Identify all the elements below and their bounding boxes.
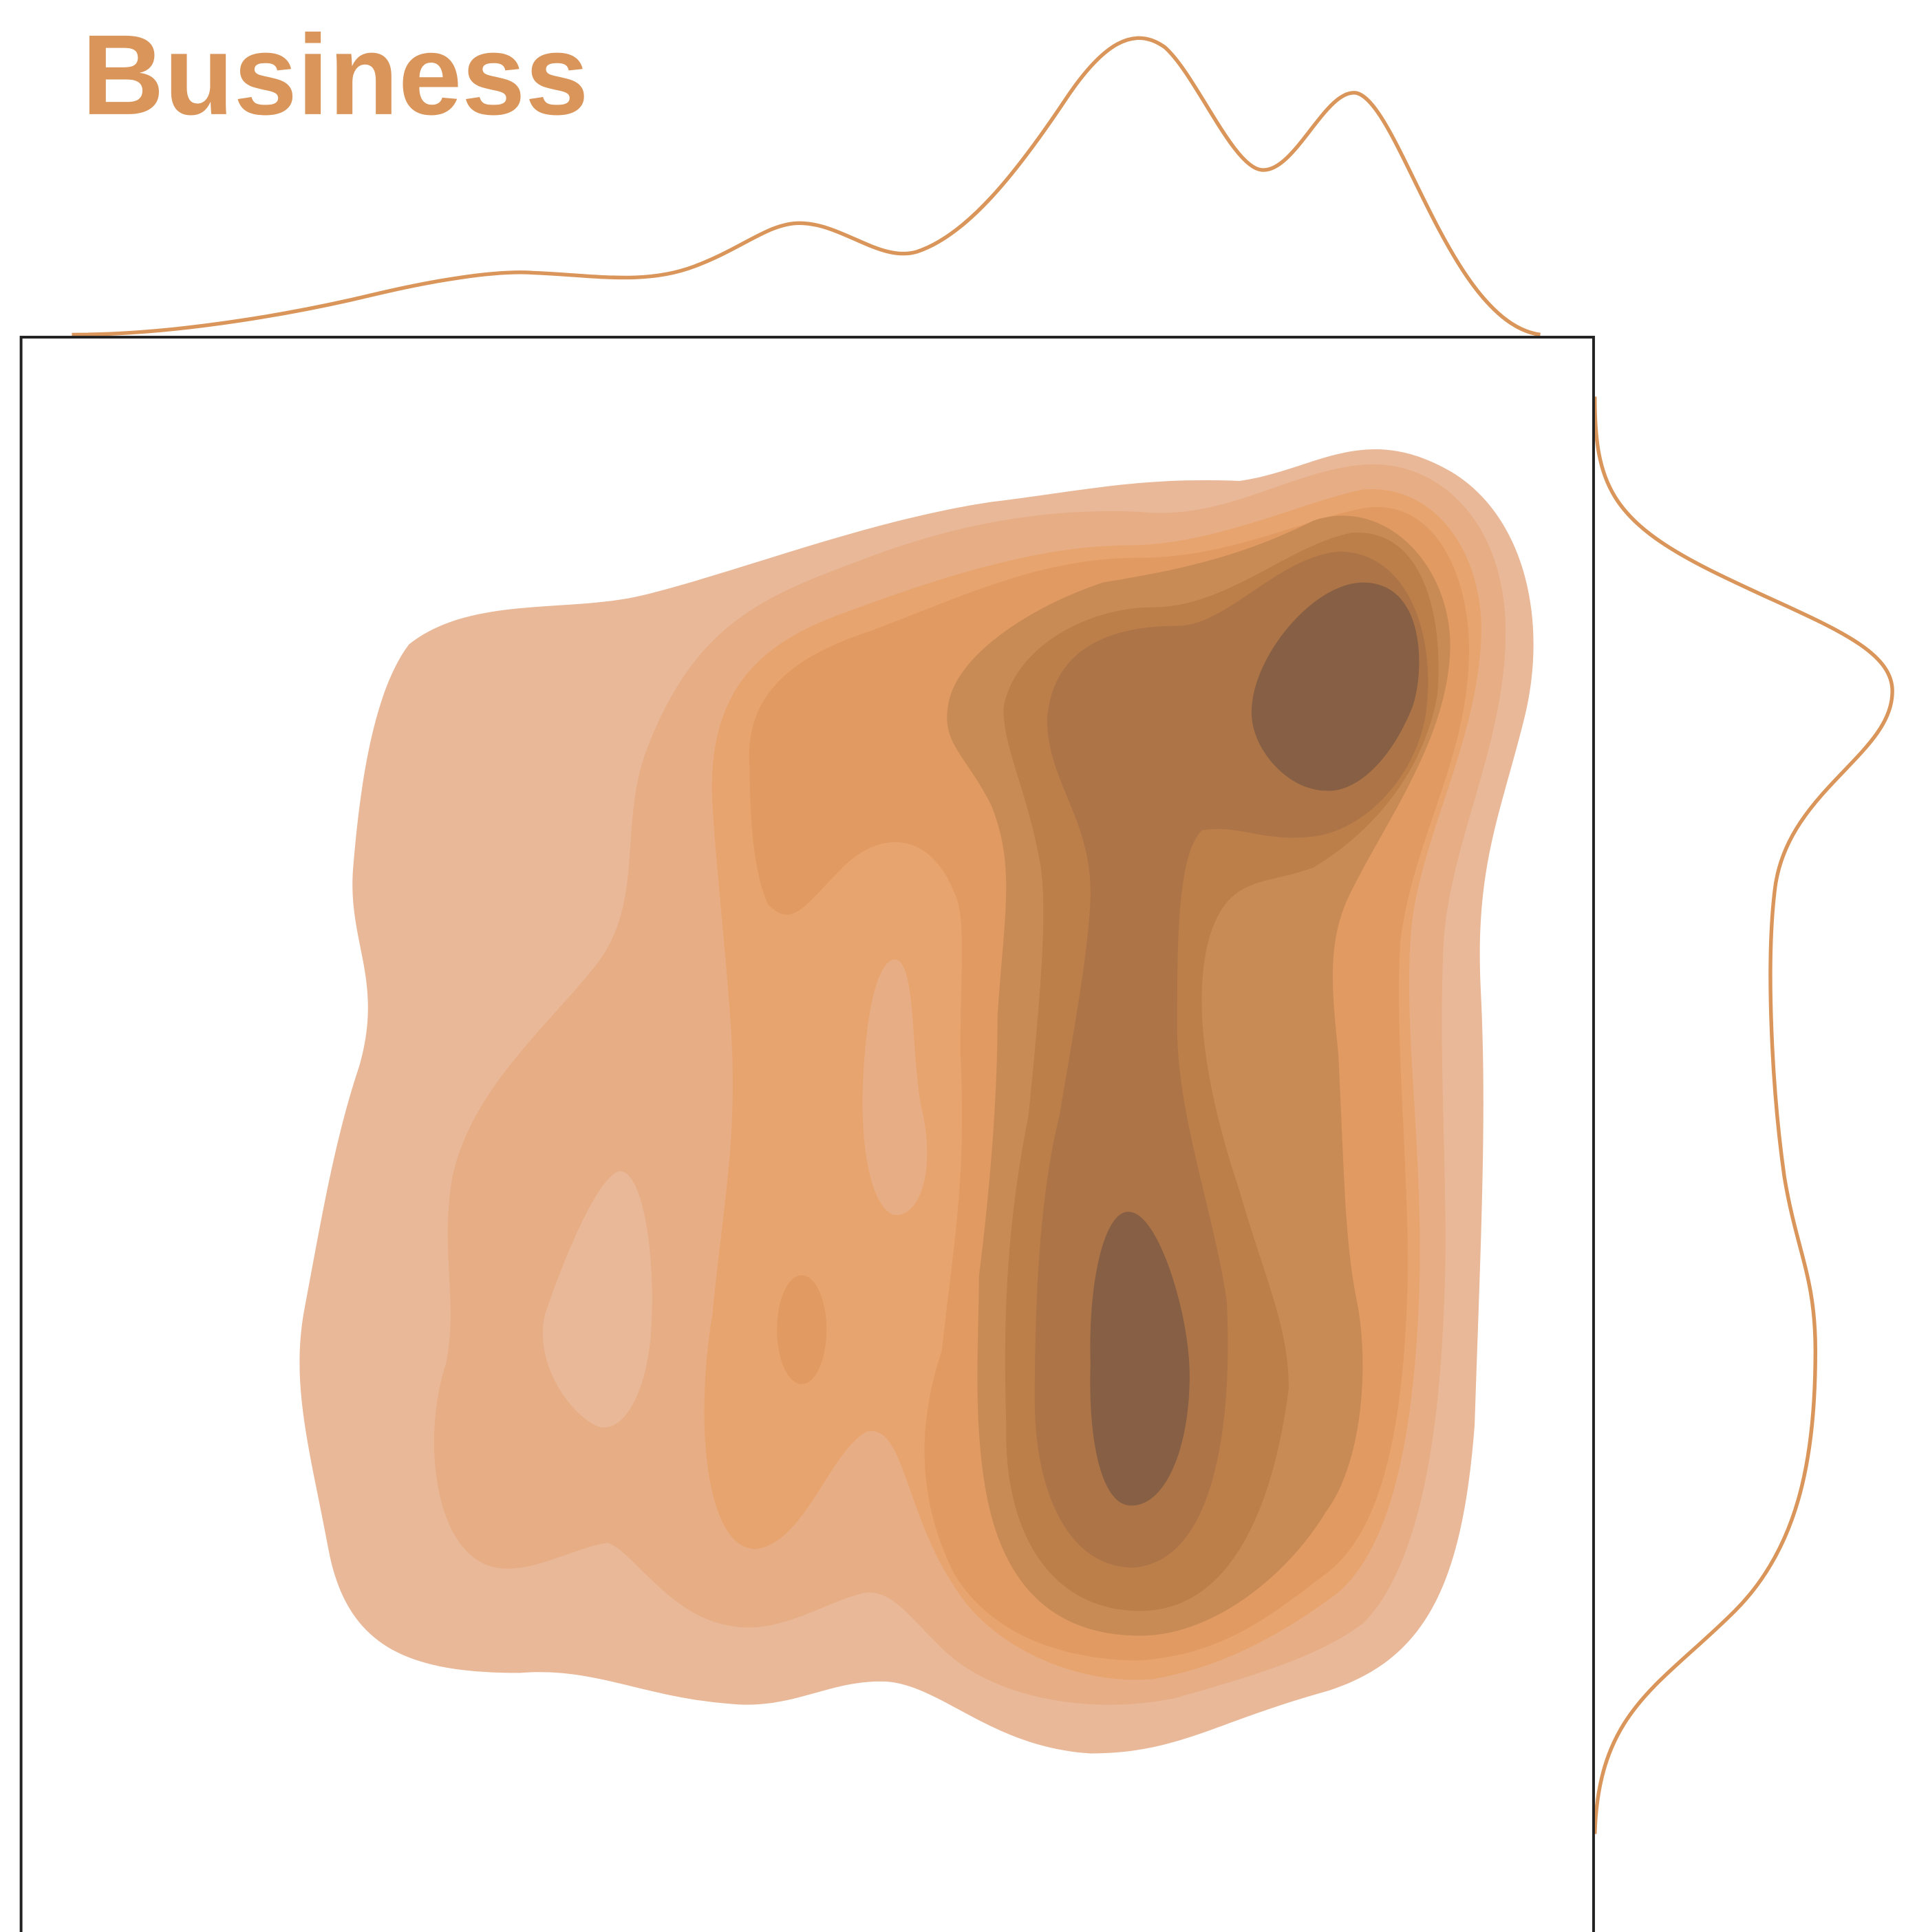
contour-level — [542, 1171, 652, 1428]
density-contours — [299, 449, 1534, 1754]
contour-level — [777, 1275, 827, 1384]
contour-level — [862, 959, 928, 1215]
plot-frame — [19, 336, 1595, 1932]
contour-peak — [1251, 582, 1420, 791]
contour-peak — [1090, 1212, 1190, 1506]
top-marginal-density — [72, 36, 1541, 337]
chart-title: Business — [82, 12, 589, 139]
right-marginal-density — [1593, 396, 1894, 1834]
